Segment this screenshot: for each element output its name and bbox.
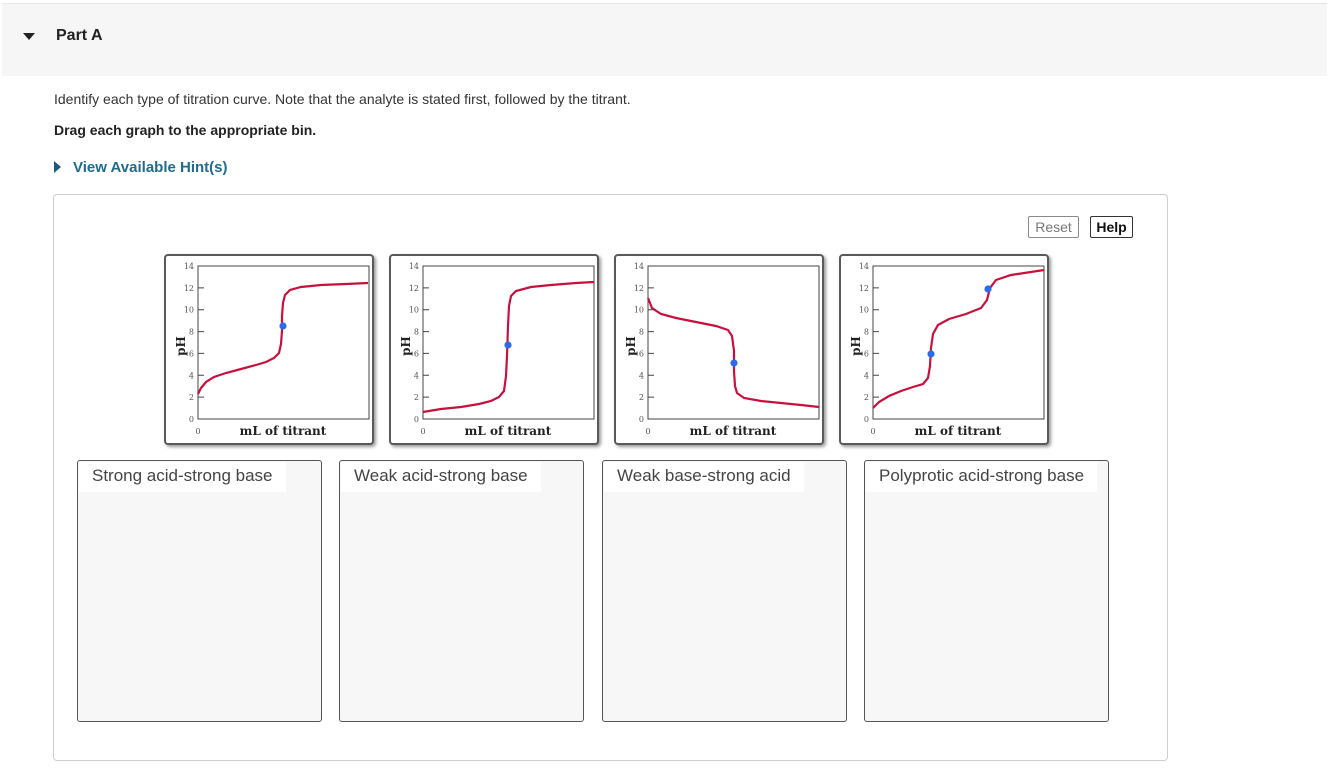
- bin-label: Weak acid-strong base: [341, 462, 541, 492]
- y-tick-label: 2: [864, 393, 869, 402]
- graph-3-curve: [646, 297, 820, 409]
- y-tick-label: 12: [184, 284, 194, 293]
- y-tick-label: 8: [864, 328, 869, 337]
- bin-label: Polyprotic acid-strong base: [866, 462, 1098, 492]
- bin-label: Weak base-strong acid: [604, 462, 804, 492]
- y-tick-label: 4: [639, 371, 644, 380]
- y-tick-label: 2: [189, 393, 194, 402]
- x-tick-label: 0: [870, 427, 875, 436]
- y-tick-label: 2: [414, 393, 419, 402]
- collapse-caret-icon[interactable]: [23, 33, 35, 40]
- y-tick-label: 10: [859, 306, 869, 315]
- bin-weak-acid-strong-base[interactable]: Weak acid-strong base: [339, 460, 584, 722]
- y-axis-label: pH: [624, 336, 638, 356]
- graph-4-second-equivalence-point: [984, 285, 992, 293]
- x-axis-label: mL of titrant: [690, 424, 777, 438]
- y-tick-label: 6: [189, 349, 194, 358]
- x-tick-label: 0: [195, 427, 200, 436]
- y-axis-label: pH: [399, 336, 413, 356]
- y-tick-label: 6: [414, 349, 419, 358]
- help-button[interactable]: Help: [1090, 216, 1133, 238]
- plot-frame: [197, 265, 370, 420]
- graph-3-axes: 0 2 4 6 8 10 12 14 0 mL of titrant pH: [624, 262, 820, 438]
- graph-2-curve: [422, 280, 595, 414]
- y-tick-label: 12: [409, 284, 419, 293]
- y-tick-label: 8: [639, 328, 644, 337]
- graph-4-axes: 0 2 4 6 8 10 12 14 0 mL of titrant pH: [849, 262, 1045, 438]
- y-tick-label: 14: [409, 262, 419, 271]
- y-axis-label: pH: [849, 336, 863, 356]
- y-tick-label: 10: [409, 306, 419, 315]
- titration-graph-1: 0 2 4 6 8 10 12 14 0 mL of titrant pH: [174, 262, 370, 438]
- y-tick-label: 8: [189, 328, 194, 337]
- y-tick-label: 14: [859, 262, 869, 271]
- titration-graph-2: 0 2 4 6 8 10 12 14 0 mL of titrant pH: [399, 262, 595, 438]
- graph-1-equivalence-point: [279, 322, 287, 330]
- x-tick-label: 0: [645, 427, 650, 436]
- graph-2-axes: 0 2 4 6 8 10 12 14 0 mL of titrant pH: [399, 262, 595, 438]
- graph-3-equivalence-point: [730, 359, 738, 367]
- y-tick-label: 2: [639, 393, 644, 402]
- y-tick-label: 0: [414, 415, 419, 424]
- bin-polyprotic-acid-strong-base[interactable]: Polyprotic acid-strong base: [864, 460, 1109, 722]
- bin-strong-acid-strong-base[interactable]: Strong acid-strong base: [77, 460, 322, 722]
- x-tick-label: 0: [420, 427, 425, 436]
- titration-graph-4: 0 2 4 6 8 10 12 14 0 mL of titrant pH: [849, 262, 1045, 438]
- part-title: Part A: [56, 27, 103, 44]
- graph-card-4[interactable]: 0 2 4 6 8 10 12 14 0 mL of titrant pH: [839, 254, 1049, 445]
- y-tick-label: 14: [634, 262, 644, 271]
- graph-1-curve: [197, 281, 369, 395]
- plot-frame: [647, 265, 820, 420]
- graph-1-axes: 0 2 4 6 8 10 12 14 0 mL of titrant pH: [174, 262, 370, 438]
- y-axis-label: pH: [174, 336, 188, 356]
- titration-graph-3: 0 2 4 6 8 10 12 14 0 mL of titrant pH: [624, 262, 820, 438]
- y-tick-label: 6: [864, 349, 869, 358]
- x-axis-label: mL of titrant: [465, 424, 552, 438]
- plot-frame: [422, 265, 595, 420]
- y-tick-label: 10: [634, 306, 644, 315]
- y-tick-label: 0: [189, 415, 194, 424]
- x-axis-label: mL of titrant: [915, 424, 1002, 438]
- hint-caret-icon: [54, 161, 61, 173]
- y-tick-label: 14: [184, 262, 194, 271]
- y-tick-label: 12: [859, 284, 869, 293]
- view-hints-label[interactable]: View Available Hint(s): [73, 159, 228, 176]
- y-tick-label: 4: [189, 371, 194, 380]
- graph-card-2[interactable]: 0 2 4 6 8 10 12 14 0 mL of titrant pH: [389, 254, 599, 445]
- graph-4-first-equivalence-point: [927, 350, 935, 358]
- bin-label: Strong acid-strong base: [79, 462, 286, 492]
- instructions-text: Identify each type of titration curve. N…: [54, 91, 631, 107]
- y-tick-label: 0: [864, 415, 869, 424]
- y-tick-label: 12: [634, 284, 644, 293]
- part-header[interactable]: Part A: [2, 3, 1327, 76]
- y-tick-label: 0: [639, 415, 644, 424]
- y-tick-label: 4: [414, 371, 419, 380]
- graph-card-3[interactable]: 0 2 4 6 8 10 12 14 0 mL of titrant pH: [614, 254, 824, 445]
- graph-card-1[interactable]: 0 2 4 6 8 10 12 14 0 mL of titrant pH: [164, 254, 374, 445]
- y-tick-label: 10: [184, 306, 194, 315]
- graph-4-curve: [872, 268, 1045, 409]
- bin-weak-base-strong-acid[interactable]: Weak base-strong acid: [602, 460, 847, 722]
- y-tick-label: 4: [864, 371, 869, 380]
- reset-button[interactable]: Reset: [1028, 216, 1079, 238]
- y-tick-label: 8: [414, 328, 419, 337]
- graph-2-equivalence-point: [504, 341, 512, 349]
- instructions-bold: Drag each graph to the appropriate bin.: [54, 122, 317, 138]
- x-axis-label: mL of titrant: [240, 424, 327, 438]
- plot-frame: [872, 265, 1045, 420]
- y-tick-label: 6: [639, 349, 644, 358]
